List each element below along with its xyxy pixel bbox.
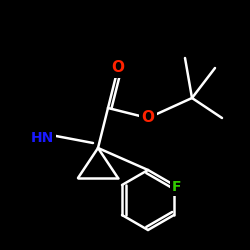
Text: F: F xyxy=(172,180,182,194)
Text: HN: HN xyxy=(30,131,54,145)
Text: O: O xyxy=(112,60,124,76)
Text: O: O xyxy=(142,110,154,126)
